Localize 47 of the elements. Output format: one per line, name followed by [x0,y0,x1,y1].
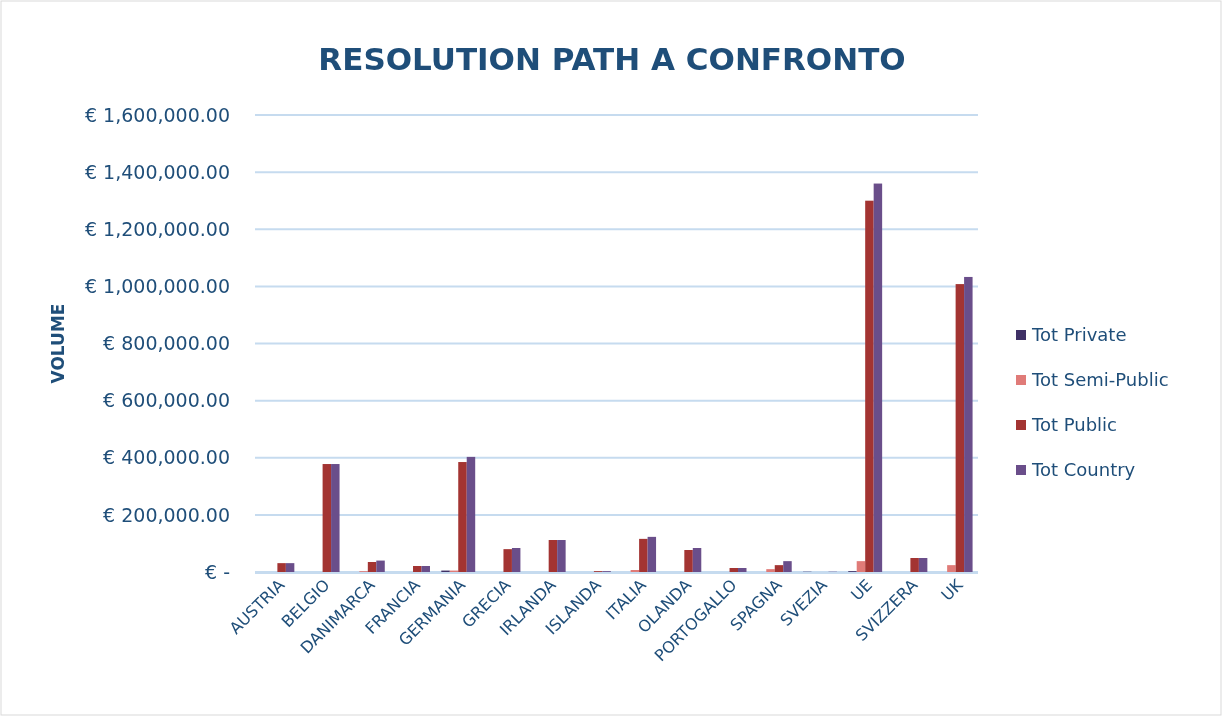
legend-label: Tot Public [1031,414,1117,436]
bar [964,276,973,572]
y-tick-label: € 600,000.00 [103,389,230,412]
bar [421,566,430,572]
bar [766,569,775,572]
bar [947,565,956,572]
bar [458,462,467,572]
legend-label: Tot Semi-Public [1031,369,1169,391]
bar [511,548,521,572]
y-axis-title: VOLUME [48,303,68,384]
y-tick-label: € 400,000.00 [103,446,230,469]
bar [548,540,558,572]
y-tick-label: € 1,600,000.00 [84,103,230,126]
bar [367,562,377,572]
bar [647,536,657,572]
bar [684,550,693,572]
chart-title: RESOLUTION PATH A CONFRONTO [318,41,906,77]
y-tick-label: € - [205,560,230,583]
y-tick-label: € 800,000.00 [103,332,230,355]
bar [331,464,340,572]
bar [322,464,332,572]
bar [729,568,739,572]
bar [783,561,792,572]
bar [918,558,928,572]
bar [856,561,866,572]
x-tick-label: UK [937,575,967,605]
bar [865,200,874,572]
y-tick-label: € 1,200,000.00 [84,217,230,240]
bar [503,549,512,572]
bar [738,568,747,572]
bar [955,284,965,572]
bar [466,456,476,572]
bar [285,563,295,572]
bar [910,558,919,572]
bar [376,560,385,572]
y-tick-label: € 1,400,000.00 [84,160,230,183]
y-tick-label: € 200,000.00 [103,503,230,526]
bar [639,538,648,572]
bar [557,540,566,572]
legend-label: Tot Private [1031,324,1127,346]
bar [873,183,883,572]
y-tick-label: € 1,000,000.00 [84,275,230,298]
bar [692,548,702,572]
legend-label: Tot Country [1031,459,1136,481]
bar [413,566,422,572]
bar [277,563,286,572]
bar [774,565,784,572]
